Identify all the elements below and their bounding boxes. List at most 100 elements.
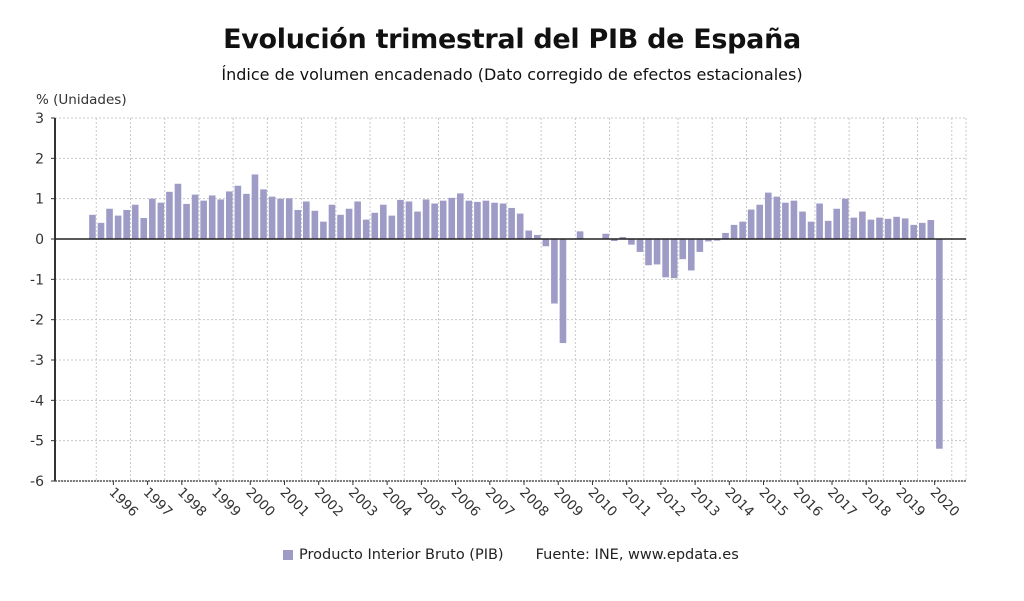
bar [747, 209, 755, 239]
y-tick-label: 3 [35, 111, 44, 127]
bar [679, 239, 687, 260]
bar [670, 239, 678, 279]
legend: Producto Interior Bruto (PIB) Fuente: IN… [283, 547, 739, 563]
bar [166, 191, 173, 239]
bar [764, 192, 772, 239]
bar [773, 196, 781, 239]
bar [414, 211, 421, 239]
bar [285, 198, 293, 239]
grid [55, 117, 967, 482]
bar [243, 193, 250, 239]
bar [662, 239, 669, 278]
bars [89, 174, 943, 449]
bar [337, 214, 344, 239]
bar [533, 234, 541, 239]
bar [491, 202, 498, 239]
bar [422, 199, 430, 239]
x-tick-label: 2013 [687, 485, 723, 521]
bar [576, 231, 584, 239]
x-tick-label: 2005 [414, 485, 450, 521]
bar [782, 202, 789, 239]
bar [388, 215, 396, 239]
bar [841, 198, 849, 239]
x-tick-label: 1997 [140, 485, 176, 521]
bar [730, 224, 738, 239]
x-tick-label: 2017 [824, 485, 860, 521]
x-tick-label: 2010 [585, 485, 621, 521]
bar [722, 232, 729, 239]
bar [191, 194, 199, 239]
bar [850, 217, 858, 239]
bar [474, 201, 481, 239]
y-tick-label: 2 [35, 151, 44, 167]
bar [602, 233, 610, 239]
x-tick-label: 2014 [722, 485, 758, 521]
bar [217, 199, 225, 239]
bar [696, 239, 704, 252]
bar [628, 239, 635, 245]
bar [619, 236, 627, 239]
bar [174, 183, 182, 239]
x-tick-label: 2011 [619, 485, 655, 521]
bar [208, 195, 216, 239]
bar [739, 221, 746, 239]
bar [131, 204, 139, 239]
bar [320, 221, 327, 239]
x-tick-label: 2002 [311, 485, 347, 521]
bar [824, 220, 832, 239]
bar [157, 202, 165, 239]
x-tick-label: 2001 [277, 485, 313, 521]
bar [149, 198, 156, 239]
bar [380, 204, 387, 239]
bar [123, 209, 130, 239]
x-tick-label: 2004 [379, 485, 415, 521]
bar [371, 212, 379, 239]
bar [397, 199, 404, 239]
bar [884, 218, 892, 239]
source-note: Fuente: INE, www.epdata.es [535, 547, 739, 563]
bar [559, 239, 567, 344]
bar [431, 203, 438, 239]
bar [653, 239, 661, 265]
bar [499, 203, 507, 239]
bar [910, 224, 918, 239]
x-tick-label: 2019 [893, 485, 929, 521]
bar [610, 239, 618, 242]
bar [687, 239, 695, 271]
bar [311, 210, 319, 239]
x-tick-label: 1999 [208, 485, 244, 521]
bar [251, 174, 259, 239]
bar [354, 201, 361, 239]
bar [362, 219, 370, 239]
bar [328, 204, 336, 239]
x-tick-label: 2000 [242, 485, 278, 521]
x-tick-label: 2009 [550, 485, 586, 521]
bar [448, 197, 456, 239]
bar [901, 218, 909, 239]
bar [114, 215, 122, 239]
x-tick-label: 2016 [790, 485, 826, 521]
bar [106, 208, 113, 239]
bar [200, 200, 207, 239]
bar [799, 211, 806, 239]
x-tick-label: 2007 [482, 485, 518, 521]
y-axis-ticks: 3 2 1 0 -1 -2 -3 -4 -5 -6 [30, 111, 55, 490]
bar [89, 214, 96, 239]
bar [867, 219, 875, 239]
bar [790, 200, 798, 239]
bar [876, 217, 883, 239]
x-tick-label: 1998 [174, 485, 210, 521]
bar [277, 198, 284, 239]
bar [516, 213, 524, 239]
x-axis-ticks: 1996199719981999200020012002200320042005… [106, 481, 962, 521]
bar [859, 211, 866, 239]
bar [816, 203, 823, 239]
bar [140, 218, 148, 239]
bar [97, 222, 105, 239]
bar [525, 230, 533, 239]
y-tick-label: 0 [35, 232, 44, 248]
bar [893, 216, 900, 239]
bar [439, 200, 447, 239]
bar [405, 201, 413, 239]
